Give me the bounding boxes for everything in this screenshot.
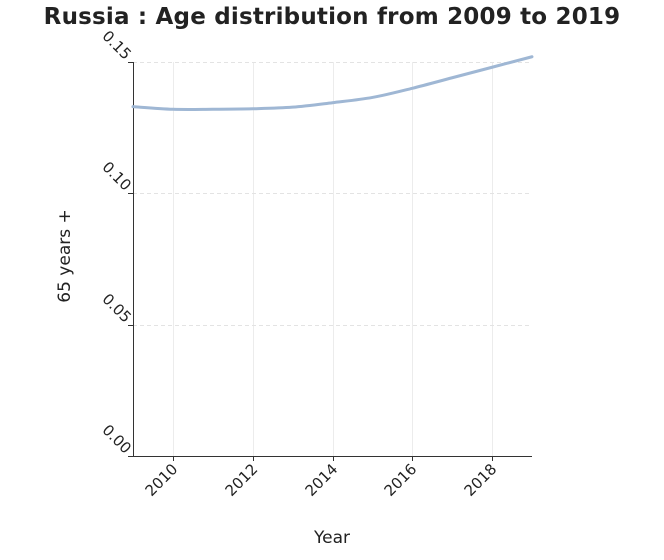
x-tick-label: 2010 xyxy=(142,460,182,500)
series-line xyxy=(131,55,534,111)
y-tick-label: 0.15 xyxy=(99,27,135,63)
y-axis-title: 65 years + xyxy=(55,209,75,302)
series-layer xyxy=(131,55,534,111)
y-tick-label: 0.05 xyxy=(99,290,135,326)
y-tick-label: 0.00 xyxy=(99,421,135,457)
axes xyxy=(133,62,532,457)
x-tick-label: 2016 xyxy=(381,460,421,500)
grid-lines xyxy=(133,62,532,456)
x-axis-title: Year xyxy=(313,528,350,548)
chart-title: Russia : Age distribution from 2009 to 2… xyxy=(43,4,621,30)
tick-labels: 2010 2012 2014 2016 2018 0.00 0.05 0.10 0.15 xyxy=(99,27,501,500)
x-tick-label: 2012 xyxy=(222,460,262,500)
x-tick-label: 2018 xyxy=(461,460,501,500)
y-tick-label: 0.10 xyxy=(99,158,135,194)
x-tick-label: 2014 xyxy=(302,460,342,500)
